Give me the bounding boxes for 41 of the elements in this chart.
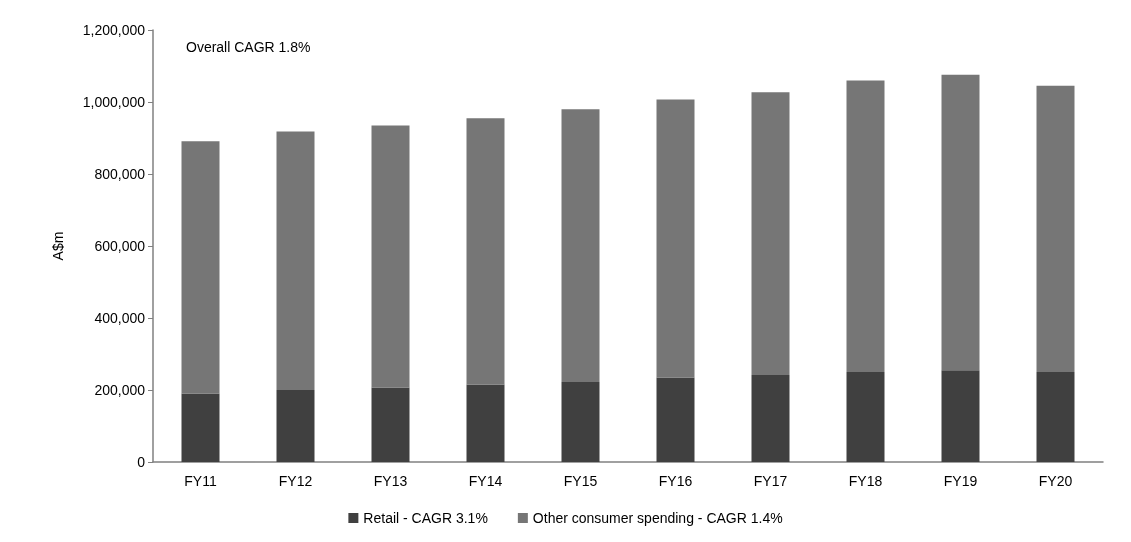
- bar: [751, 92, 790, 375]
- bar: [656, 99, 695, 378]
- bar: [181, 393, 220, 462]
- y-tick-label: 0: [137, 454, 146, 470]
- bar: [371, 387, 410, 462]
- legend-label: Retail - CAGR 3.1%: [363, 510, 488, 526]
- bar: [846, 372, 885, 462]
- bar: [466, 118, 505, 385]
- x-tick-label: FY11: [184, 473, 217, 489]
- bar: [276, 131, 315, 390]
- bar: [941, 370, 980, 462]
- y-axis-title: A$m: [50, 231, 66, 261]
- x-tick-label: FY20: [1038, 473, 1073, 489]
- y-tick-label: 600,000: [94, 238, 146, 254]
- legend-label: Other consumer spending - CAGR 1.4%: [532, 510, 783, 526]
- x-tick-label: FY17: [753, 473, 788, 489]
- bar: [276, 390, 315, 462]
- bar: [371, 125, 410, 388]
- bar: [466, 384, 505, 462]
- x-tick-label: FY12: [278, 473, 313, 489]
- x-tick-label: FY16: [658, 473, 693, 489]
- y-tick-label: 1,000,000: [82, 94, 146, 110]
- y-tick-label: 800,000: [94, 166, 146, 182]
- x-tick-label: FY14: [468, 473, 503, 489]
- bar: [1036, 85, 1075, 372]
- x-tick-label: FY18: [848, 473, 883, 489]
- bar: [561, 382, 600, 462]
- bar: [846, 80, 885, 372]
- x-tick-label: FY13: [373, 473, 408, 489]
- bar: [751, 374, 790, 462]
- bar: [181, 141, 220, 394]
- y-tick-label: 1,200,000: [82, 22, 146, 38]
- y-tick-label: 400,000: [94, 310, 146, 326]
- bar: [561, 109, 600, 383]
- bar: [1036, 372, 1075, 462]
- bar: [941, 74, 980, 371]
- bar: [656, 377, 695, 462]
- y-tick-label: 200,000: [94, 382, 146, 398]
- x-tick-label: FY15: [563, 473, 598, 489]
- x-tick-label: FY19: [943, 473, 978, 489]
- annotation: Overall CAGR 1.8%: [186, 39, 311, 55]
